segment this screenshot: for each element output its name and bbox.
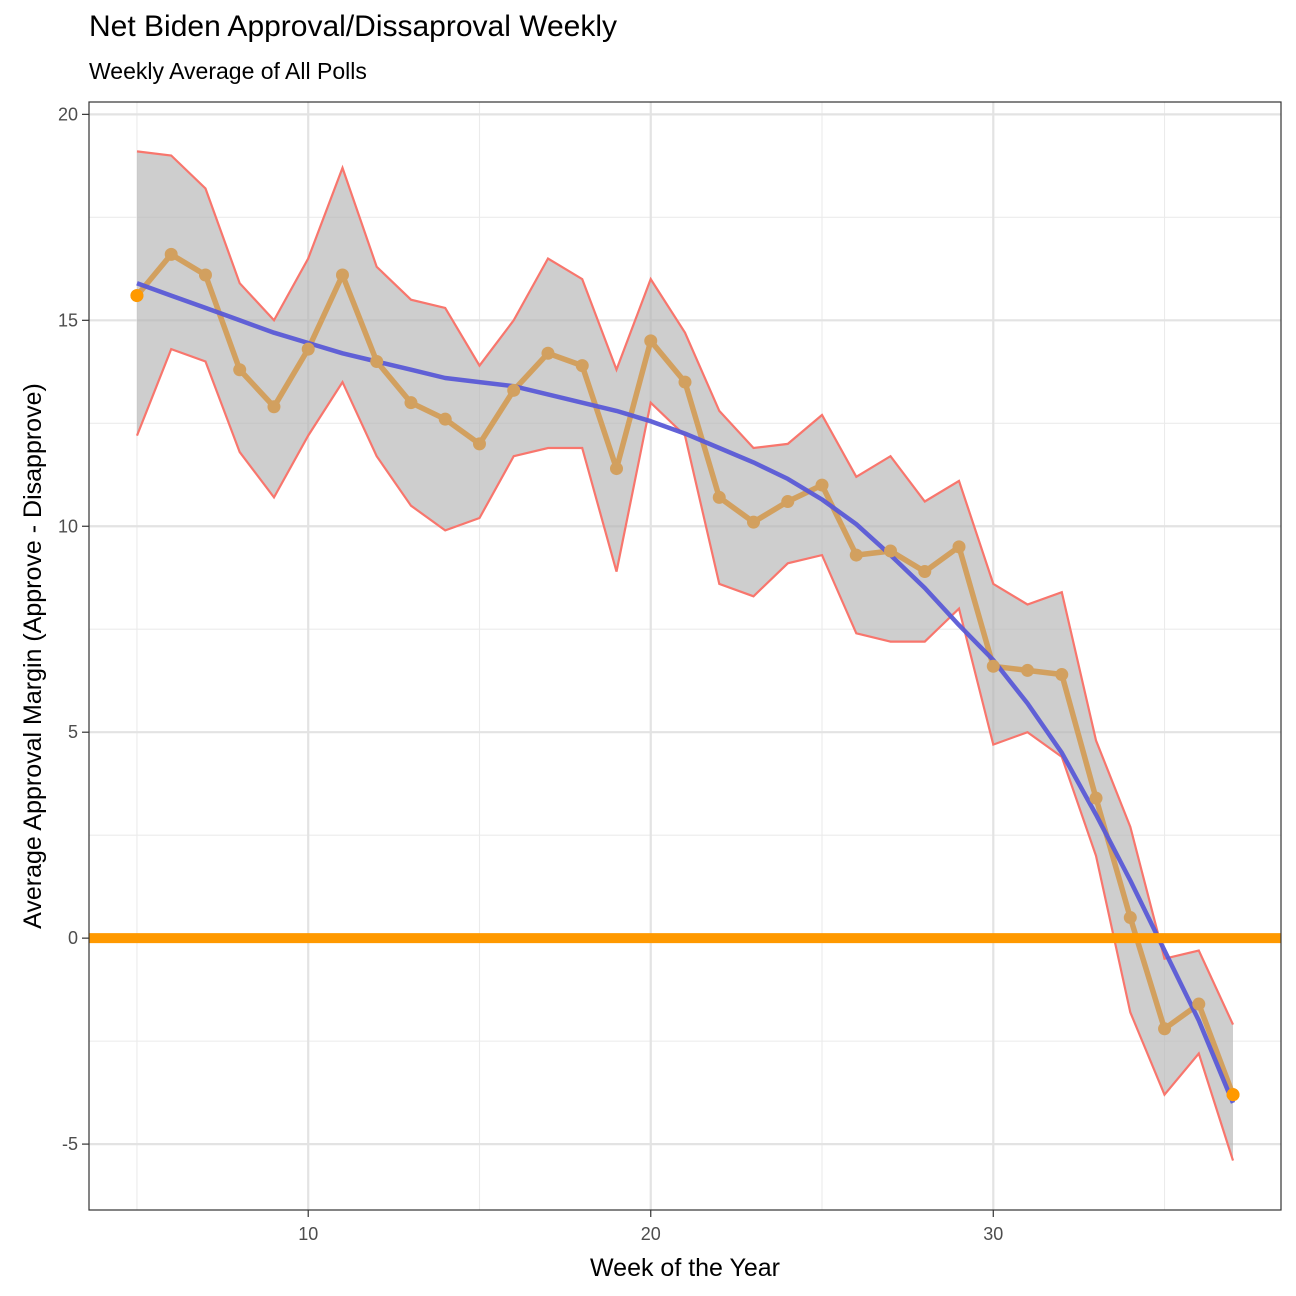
weekly-average-point [267,400,281,414]
x-axis-title: Week of the Year [590,1254,780,1282]
x-tick-label: 30 [983,1224,1003,1244]
weekly-average-point [541,346,555,360]
weekly-average-point [335,268,349,282]
weekly-average-point [986,659,1000,673]
weekly-average-point [747,515,761,529]
y-tick-label: 5 [68,722,78,742]
weekly-average-point [644,334,658,348]
smooth-trend-line [136,281,1236,1104]
weekly-average-point [575,359,589,373]
weekly-average-point [1089,791,1103,805]
weekly-average-point [815,478,829,492]
weekly-average-point [1123,911,1137,925]
weekly-average-point [370,354,384,368]
chart-title: Net Biden Approval/Dissaproval Weekly [89,10,618,43]
y-axis-title: Average Approval Margin (Approve - Disap… [19,383,47,929]
weekly-average-point [884,544,898,558]
weekly-average-point [164,247,178,261]
confidence-band [137,151,1233,1161]
y-tick-label: 10 [58,516,78,536]
weekly-average-point [781,495,795,509]
weekly-average-point [918,565,932,579]
x-tick-label: 10 [298,1224,318,1244]
weekly-average-point [507,383,521,397]
weekly-average-point [609,462,623,476]
weekly-average-point [678,375,692,389]
weekly-average-point [404,396,418,410]
weekly-average-point [1192,997,1206,1011]
weekly-average-point [952,540,966,554]
weekly-average-point [472,437,486,451]
x-tick-label: 20 [641,1224,661,1244]
weekly-average-point [198,268,212,282]
weekly-average-point [1158,1022,1172,1036]
chart-subtitle: Weekly Average of All Polls [89,58,367,84]
weekly-average-point [1021,663,1035,677]
weekly-average-point [438,412,452,426]
minor-gridlines [89,102,1281,1210]
axes: -5 0 5 10 15 20 10 20 30 [58,104,1003,1244]
highlight-point [1226,1088,1240,1102]
highlight-point [130,289,144,303]
weekly-average-point [301,342,315,356]
y-tick-label: 20 [58,104,78,124]
weekly-average-point [1055,668,1069,682]
band-fill [137,151,1233,1161]
weekly-average-point [849,548,863,562]
weekly-average-point [233,363,247,377]
upper-band-line [136,150,1234,1026]
highlight-points [130,289,1240,1102]
weekly-average-point [712,490,726,504]
major-gridlines [89,102,1281,1210]
panel-border [88,101,1282,1211]
y-tick-label: 0 [68,928,78,948]
y-tick-label: 15 [58,310,78,330]
y-tick-label: -5 [62,1134,78,1154]
